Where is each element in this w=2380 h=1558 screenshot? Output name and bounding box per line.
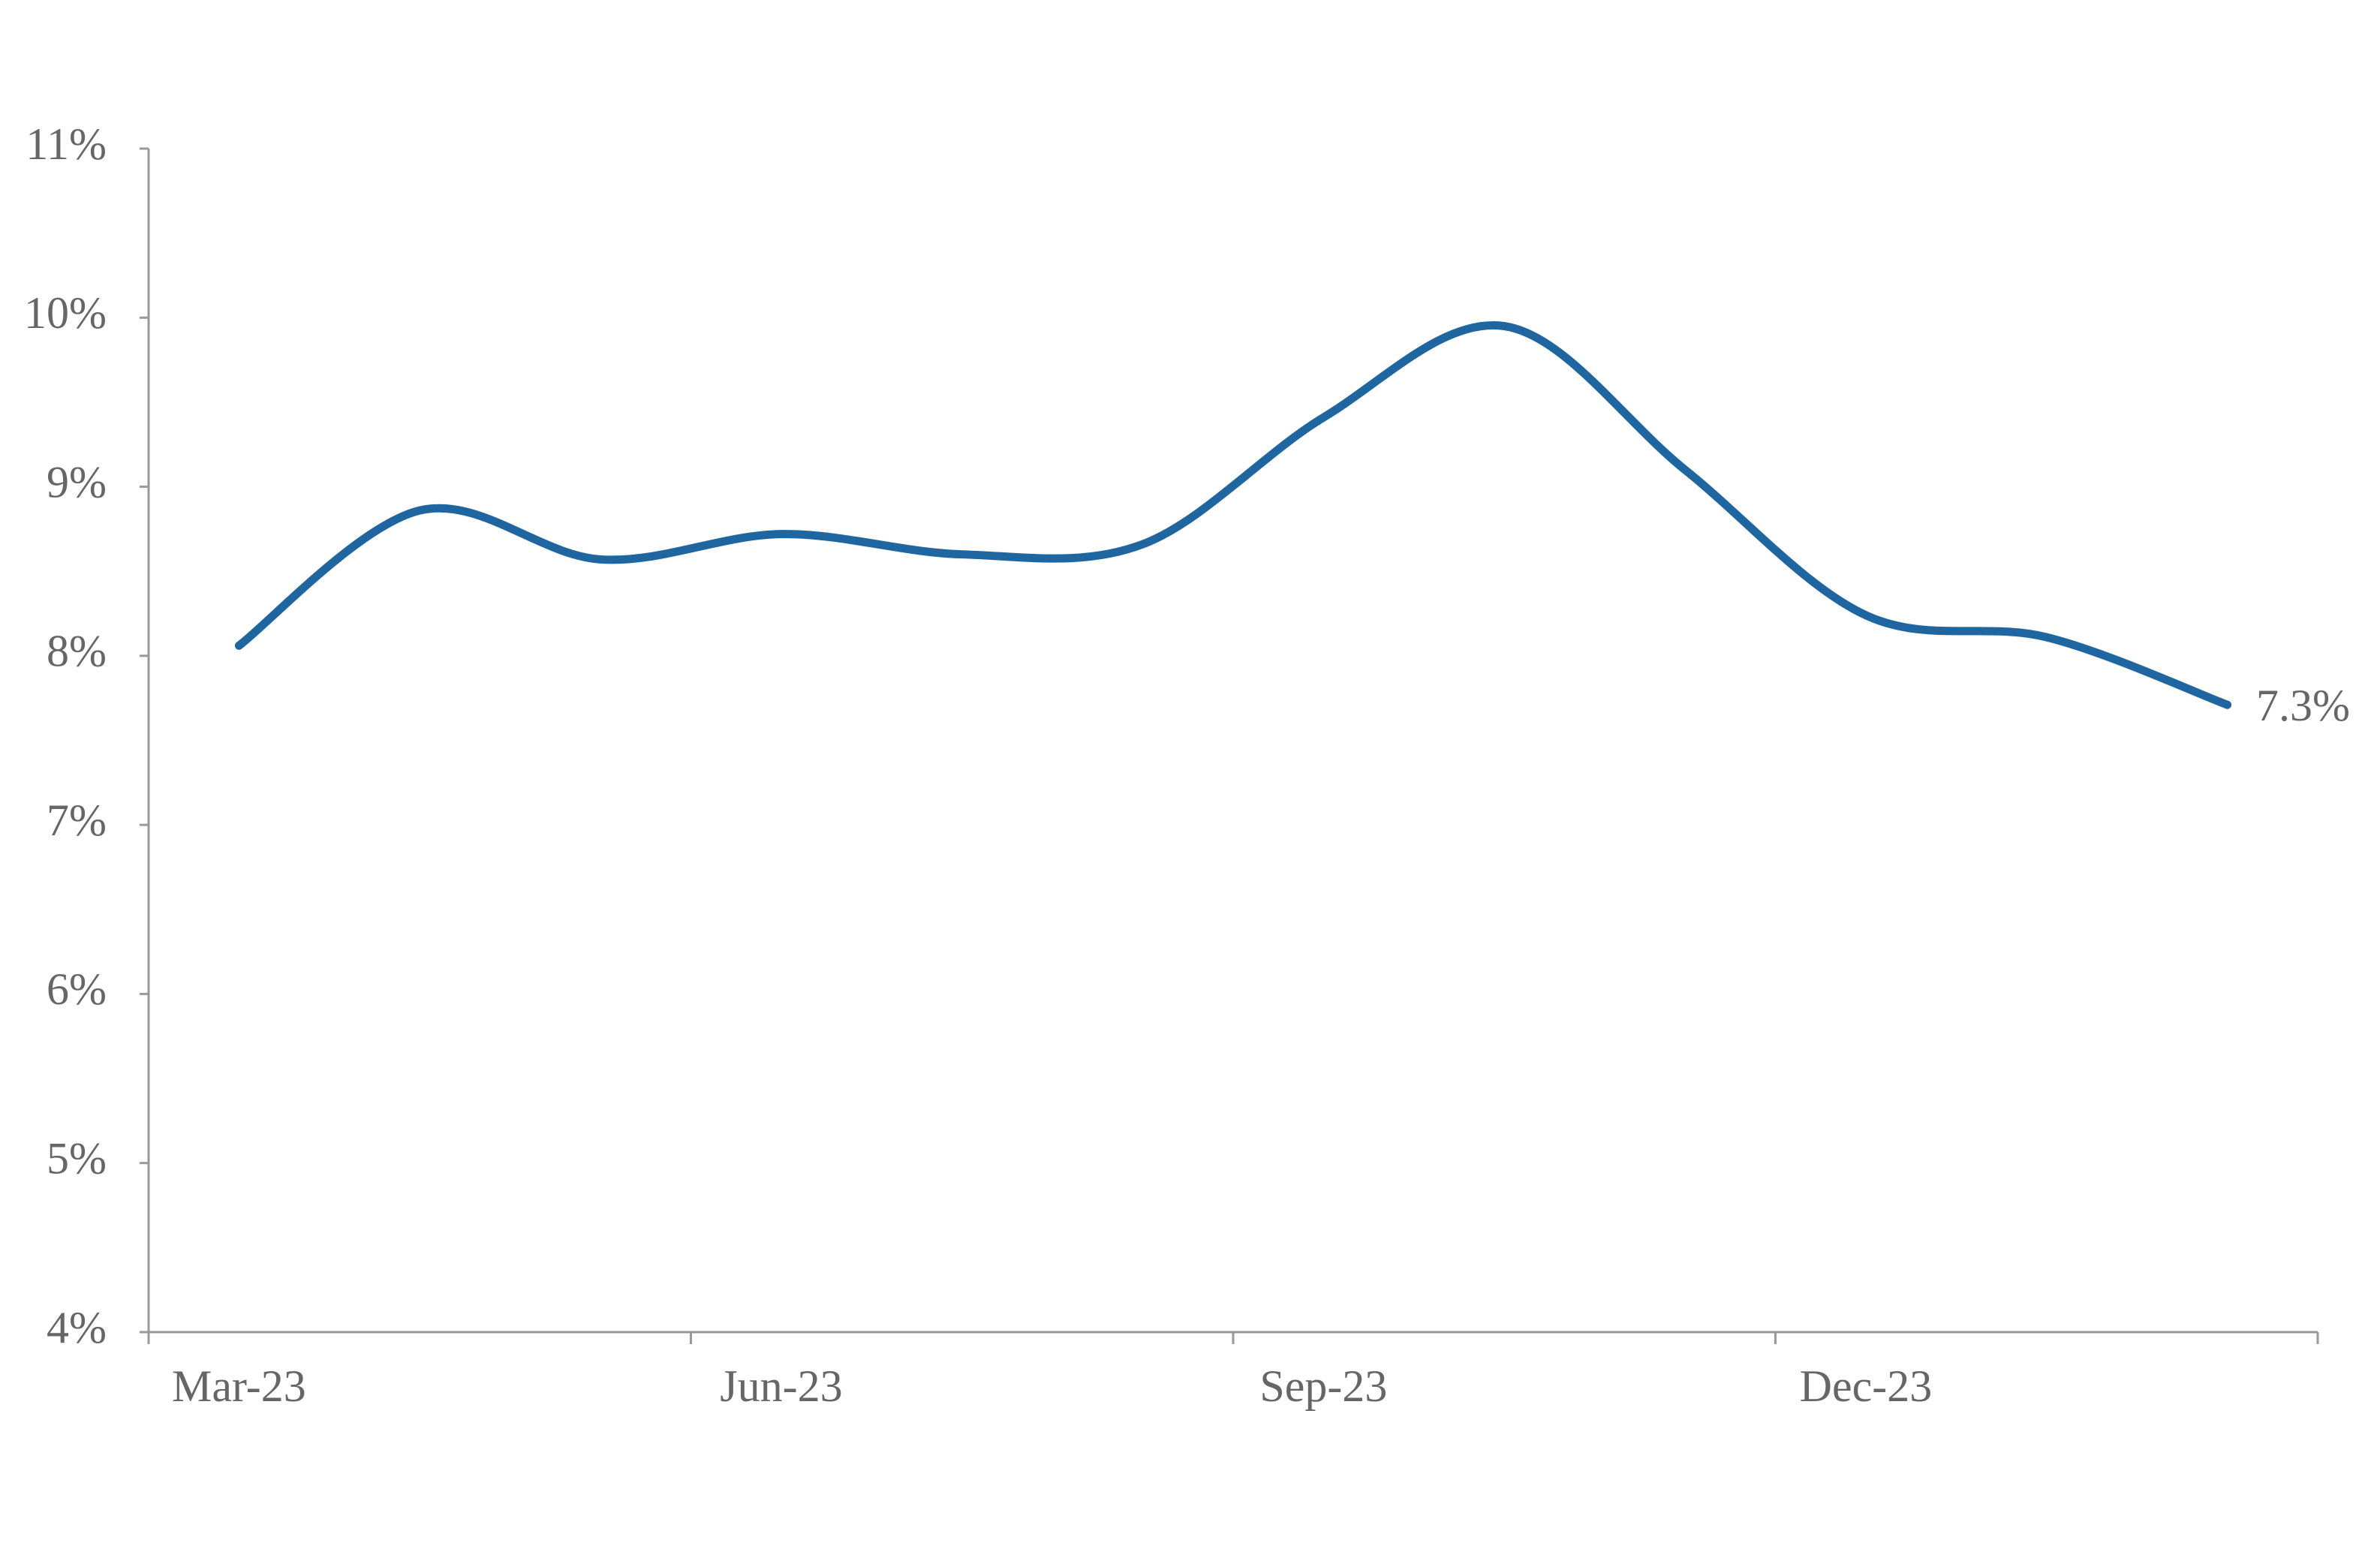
x-tick-label: Sep-23 bbox=[1259, 1361, 1387, 1411]
y-tick-label: 8% bbox=[47, 627, 107, 676]
x-tick-label: Mar-23 bbox=[172, 1361, 306, 1411]
x-tick-label: Jun-23 bbox=[720, 1361, 842, 1411]
line-series bbox=[234, 320, 2232, 709]
x-tick-label: Dec-23 bbox=[1800, 1361, 1933, 1411]
y-tick-label: 11% bbox=[26, 119, 107, 169]
y-tick-label: 5% bbox=[47, 1133, 107, 1183]
y-tick-label: 4% bbox=[47, 1303, 107, 1352]
end-annotation: 7.3% bbox=[2256, 681, 2350, 730]
y-tick-label: 10% bbox=[24, 288, 107, 338]
y-tick-label: 7% bbox=[47, 796, 107, 845]
y-tick-label: 9% bbox=[47, 457, 107, 507]
y-tick-label: 6% bbox=[47, 964, 107, 1014]
